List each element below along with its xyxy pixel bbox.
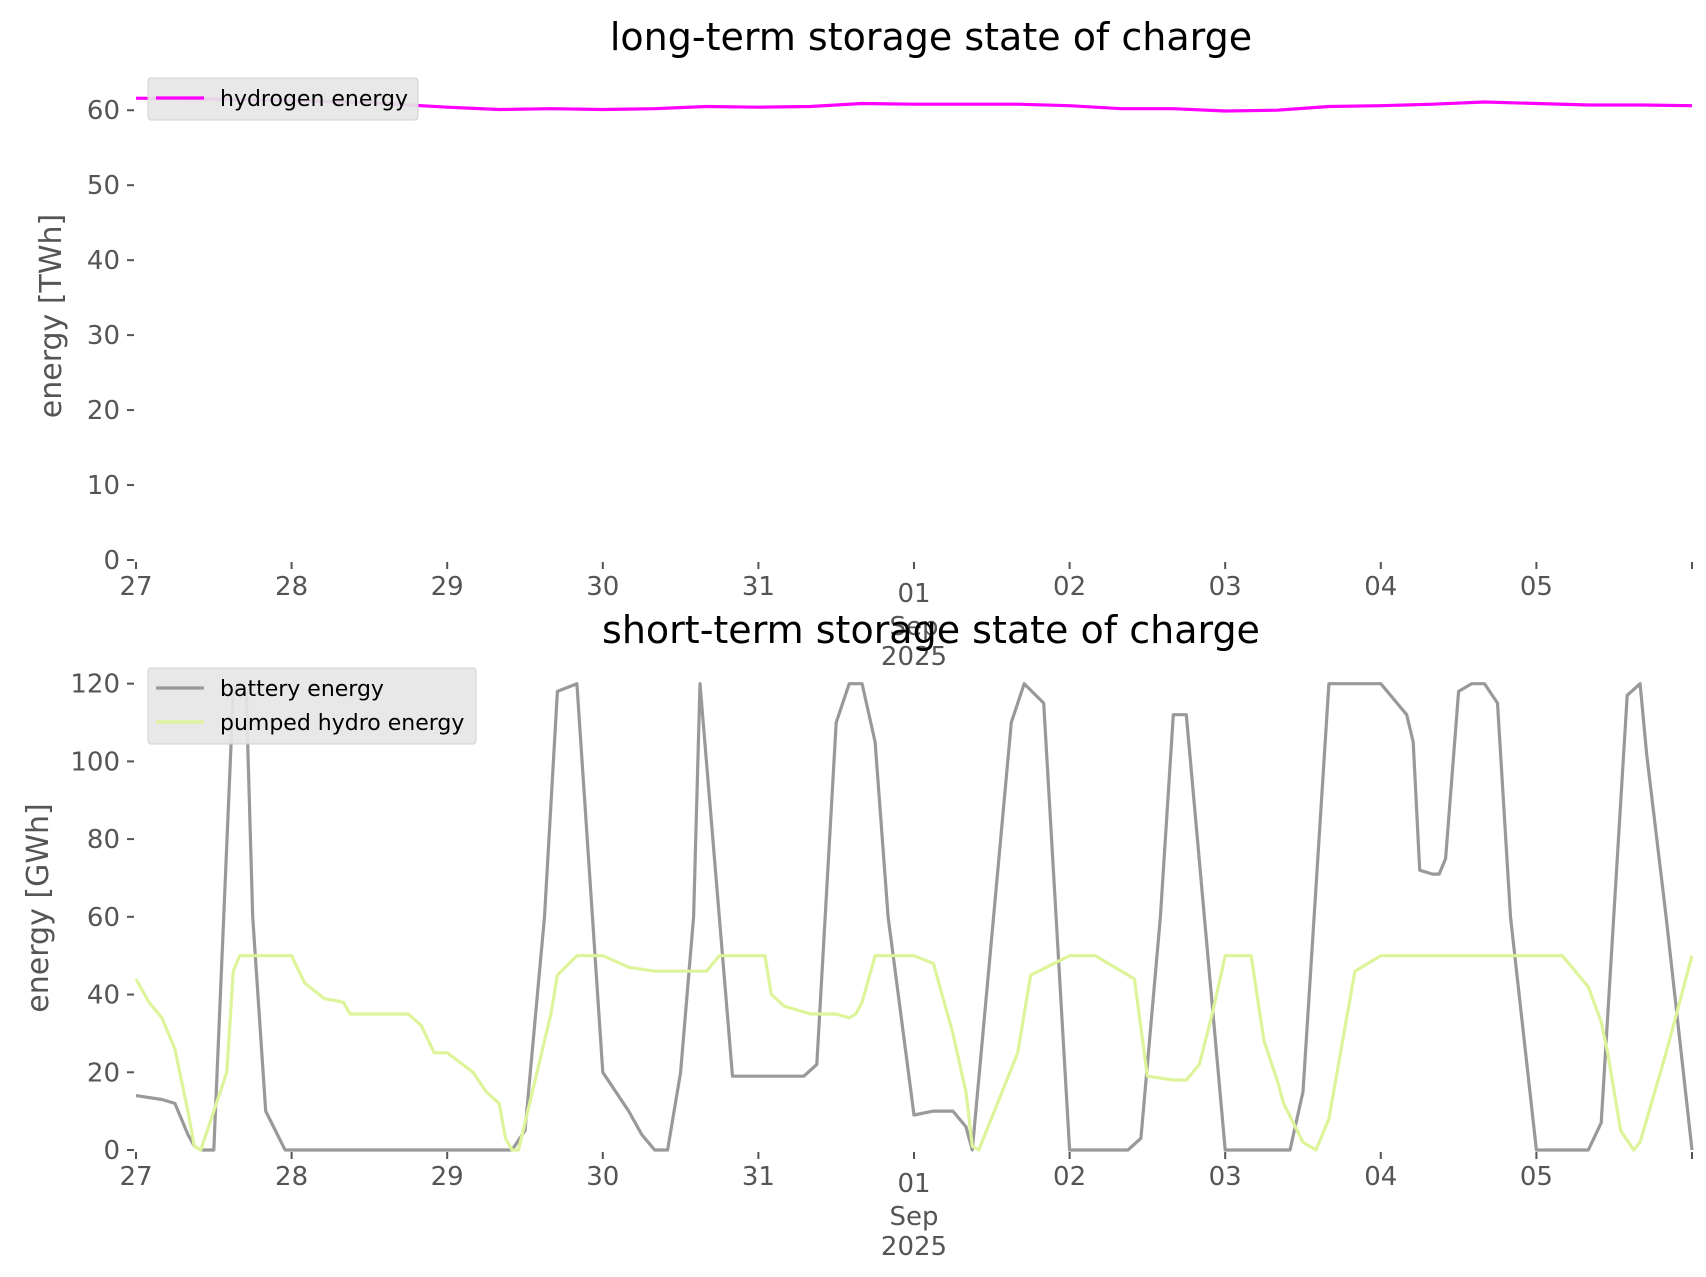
y-tick-label: 0 [103,546,120,576]
y-ticks: 0 10 20 30 40 50 60 [87,96,134,576]
legend: hydrogen energy [147,77,419,121]
y-axis-label: energy [GWh] [21,803,56,1012]
x-tick-label: 04 [1364,572,1397,602]
x-tick-label: 30 [586,572,619,602]
x-tick-label: 29 [431,1162,464,1192]
y-tick-label: 10 [87,471,120,501]
x-tick-label: 02 [1053,572,1086,602]
x-tick-label: 02 [1053,1162,1086,1192]
x-tick-sublabel: Sep [889,612,938,642]
plot-area [134,682,1694,1152]
x-tick-label: 05 [1520,572,1553,602]
x-tick-sublabel: 2025 [881,642,947,672]
y-tick-label: 60 [87,96,120,126]
y-tick-label: 30 [87,321,120,351]
plot-area [135,96,1693,113]
series-line-hydrogen-energy [135,96,1693,113]
x-tick-label: 28 [275,1162,308,1192]
x-tick-label: 31 [742,1162,775,1192]
x-tick-label: 04 [1364,1162,1397,1192]
legend-label: hydrogen energy [220,87,408,112]
y-tick-label: 100 [70,747,120,777]
legend-box [147,667,477,745]
x-tick-label: 31 [742,572,775,602]
x-tick-label: 29 [431,572,464,602]
series-line-pumped-hydro-energy [134,954,1694,1152]
y-tick-label: 50 [87,171,120,201]
x-tick-sublabel: Sep [889,1202,938,1232]
chart-title: short-term storage state of charge [602,608,1260,652]
x-tick-label: 03 [1209,1162,1242,1192]
x-tick-label: 01 [897,579,930,609]
x-tick-label: 28 [275,572,308,602]
x-tick-label: 27 [119,1162,152,1192]
x-tick-label: 03 [1209,572,1242,602]
x-tick-label: 27 [119,572,152,602]
y-tick-label: 0 [103,1136,120,1166]
y-tick-label: 60 [87,903,120,933]
y-tick-label: 40 [87,246,120,276]
x-tick-label: 05 [1520,1162,1553,1192]
legend: battery energy pumped hydro energy [147,667,477,745]
y-tick-label: 20 [87,1058,120,1088]
legend-label: pumped hydro energy [220,711,464,736]
long-term-storage-panel: long-term storage state of charge energy… [34,15,1693,672]
x-tick-label: 01 [897,1169,930,1199]
y-tick-label: 120 [70,670,120,700]
x-tick-label: 30 [586,1162,619,1192]
y-ticks: 0 20 40 60 80 100 120 [70,670,134,1166]
series-line-battery-energy [135,682,1694,1152]
legend-label: battery energy [220,677,384,702]
y-tick-label: 40 [87,981,120,1011]
y-tick-label: 20 [87,396,120,426]
x-tick-sublabel: 2025 [881,1232,947,1262]
legend-box [147,77,419,121]
chart-title: long-term storage state of charge [610,15,1252,59]
y-tick-label: 80 [87,825,120,855]
short-term-storage-panel: short-term storage state of charge energ… [21,608,1694,1262]
y-axis-label: energy [TWh] [34,214,69,418]
